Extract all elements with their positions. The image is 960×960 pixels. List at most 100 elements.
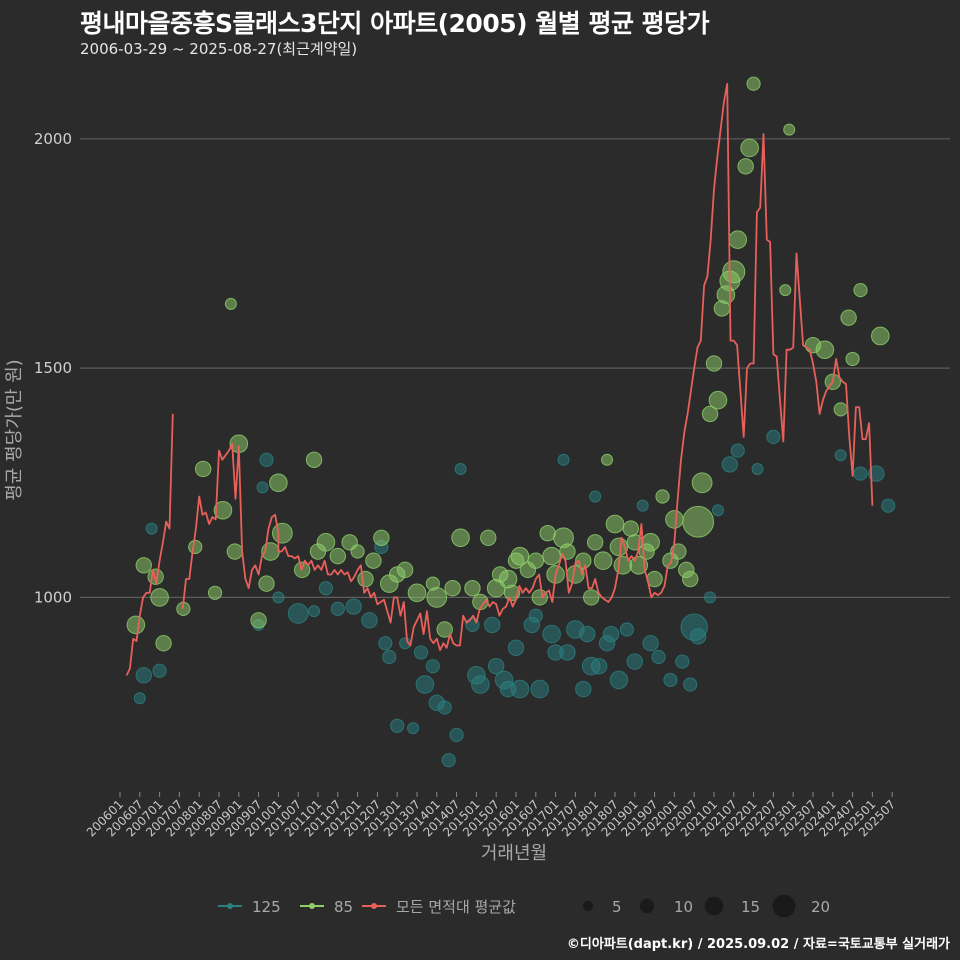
series-125-points <box>133 429 896 768</box>
series-85-points <box>126 76 890 652</box>
legend-label-avg: 모든 면적대 평균값 <box>396 898 516 916</box>
data-point-85 <box>601 453 614 466</box>
data-point-125 <box>449 727 464 743</box>
data-point-85 <box>126 615 146 635</box>
data-point-85 <box>329 547 346 565</box>
data-point-125 <box>721 456 739 473</box>
source-caption: ©디아파트(dapt.kr) / 2025.09.02 / 자료=국토교통부 실… <box>566 937 950 952</box>
data-point-125 <box>318 581 334 596</box>
data-point-125 <box>484 616 501 634</box>
y-tick-label: 1000 <box>34 588 72 606</box>
data-point-125 <box>413 645 429 660</box>
data-point-85 <box>150 588 169 607</box>
data-point-125 <box>287 603 309 624</box>
data-point-85 <box>357 570 374 588</box>
data-point-125 <box>642 635 659 652</box>
data-point-125 <box>345 598 362 615</box>
data-point-85 <box>665 510 684 529</box>
y-tick-label: 1500 <box>34 359 72 377</box>
data-point-85 <box>815 340 835 360</box>
data-point-125 <box>510 679 530 699</box>
data-point-85 <box>510 546 530 566</box>
legend-size-dot <box>772 894 796 918</box>
data-point-125 <box>308 605 321 618</box>
data-point-125 <box>133 692 146 705</box>
data-point-85 <box>737 158 754 175</box>
data-point-125 <box>711 504 724 517</box>
data-point-85 <box>583 589 600 606</box>
data-point-85 <box>622 520 640 537</box>
data-point-85 <box>365 552 382 569</box>
data-point-85 <box>396 561 414 579</box>
data-point-85 <box>224 297 237 310</box>
data-point-125 <box>683 677 698 692</box>
legend-size-label: 5 <box>612 898 622 916</box>
data-point-85 <box>833 402 848 417</box>
data-point-125 <box>602 625 620 643</box>
y-axis-label: 평균 평당가(만 원) <box>4 359 25 500</box>
data-point-125 <box>378 636 393 651</box>
data-point-85 <box>655 489 670 504</box>
data-point-85 <box>701 405 719 423</box>
data-point-125 <box>651 649 666 665</box>
data-point-85 <box>746 76 761 91</box>
data-point-125 <box>256 481 269 494</box>
data-point-125 <box>135 667 152 684</box>
data-point-85 <box>527 552 544 569</box>
data-point-125 <box>853 466 868 481</box>
legend-size-dot <box>582 900 594 912</box>
data-point-85 <box>783 123 796 136</box>
y-tick-labels: 1000 1500 2000 <box>34 130 72 607</box>
data-point-125 <box>751 462 764 475</box>
data-point-85 <box>451 528 470 548</box>
data-point-125 <box>675 654 690 669</box>
data-point-125 <box>471 675 490 694</box>
data-point-85 <box>426 586 448 608</box>
data-point-85 <box>350 544 365 559</box>
data-point-85 <box>269 473 288 493</box>
data-point-85 <box>845 351 860 367</box>
data-point-125 <box>382 649 397 665</box>
data-point-85 <box>258 575 275 592</box>
data-point-85 <box>539 524 556 542</box>
data-point-85 <box>779 284 792 297</box>
data-point-85 <box>740 138 759 158</box>
data-point-85 <box>605 514 625 534</box>
legend-key-dot-avg <box>371 903 377 909</box>
data-point-85 <box>641 533 660 552</box>
data-point-125 <box>425 659 440 674</box>
chart-title: 평내마을중흥S클래스3단지 아파트(2005) 월별 평균 평당가 <box>80 9 710 38</box>
data-point-125 <box>589 490 602 503</box>
data-point-125 <box>730 443 745 458</box>
data-point-125 <box>272 591 285 604</box>
data-point-125 <box>145 522 158 535</box>
data-point-125 <box>590 657 608 675</box>
data-point-125 <box>575 680 592 698</box>
legend-size-label: 10 <box>674 898 693 916</box>
legend-size-label: 15 <box>741 898 760 916</box>
data-point-85 <box>135 557 152 574</box>
data-point-85 <box>840 309 857 326</box>
data-point-125 <box>487 657 505 675</box>
legend-label-125: 125 <box>252 898 281 916</box>
data-point-85 <box>444 580 461 597</box>
data-point-125 <box>579 625 596 643</box>
data-point-85 <box>464 580 481 597</box>
legend-key-dot-85 <box>309 903 315 909</box>
data-point-125 <box>636 499 649 512</box>
data-point-125 <box>390 718 405 733</box>
data-point-85 <box>155 635 172 652</box>
avg-line-segment <box>125 413 174 676</box>
data-point-125 <box>407 722 420 735</box>
data-point-85 <box>853 283 868 298</box>
data-point-125 <box>507 639 525 657</box>
data-point-85 <box>480 529 497 546</box>
data-point-125 <box>152 663 167 678</box>
data-point-85 <box>207 585 223 600</box>
data-point-125 <box>361 612 378 629</box>
data-point-85 <box>682 505 715 538</box>
data-point-85 <box>728 230 748 249</box>
data-point-85 <box>722 260 746 284</box>
data-point-125 <box>689 628 707 645</box>
